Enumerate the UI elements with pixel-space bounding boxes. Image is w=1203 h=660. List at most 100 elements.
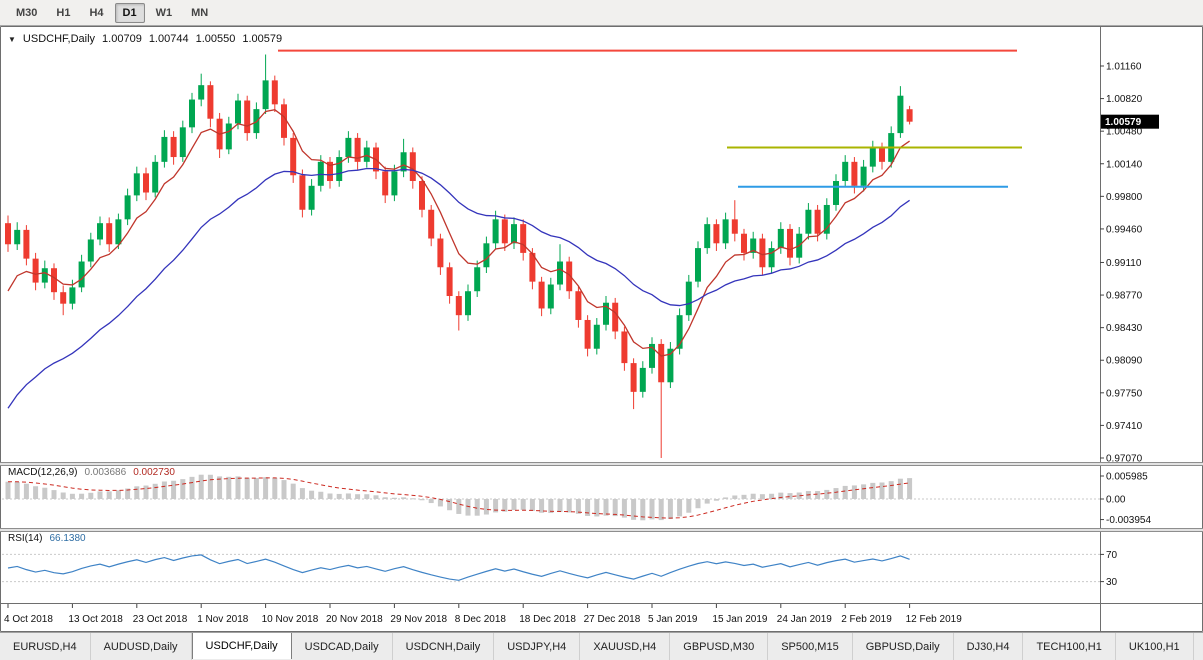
candle [419,176,425,218]
macd-histogram-bar [143,485,149,499]
rsi-name: RSI(14) [8,533,43,544]
timeframe-button-H4[interactable]: H4 [89,6,104,19]
candle [722,212,729,250]
chart-tab-usdjpy-h4[interactable]: USDJPY,H4 [494,633,581,660]
collapse-chart-icon[interactable]: ▼ [8,34,16,44]
chart-tab-usdcad-daily[interactable]: USDCAD,Daily [291,633,393,660]
y-axis-label: 1.00480 [1106,127,1143,138]
macd-histogram-bar [787,493,793,499]
macd-histogram-bar [897,478,903,499]
macd-axis-label: -0.003954 [1106,515,1151,526]
macd-histogram-bar [79,493,85,499]
candle [308,179,315,216]
candle [290,133,297,183]
candle [106,217,113,252]
timeframe-button-D1[interactable]: D1 [114,2,145,23]
candle [658,339,665,458]
chart-tab-uk100-h1[interactable]: UK100,H1 [1115,633,1194,660]
candle [750,231,757,259]
macd-histogram-bar [649,499,655,520]
candle [501,214,508,251]
candle [161,130,168,168]
candle [354,133,361,170]
macd-histogram-bar [336,493,342,499]
candle [768,241,775,274]
macd-histogram-bar [465,499,471,516]
candle [428,204,435,247]
y-axis-label: 0.97070 [1106,453,1143,464]
x-axis-label: 8 Dec 2018 [455,614,507,625]
panel-splitter[interactable] [0,528,1203,532]
chart-frame [0,26,1203,632]
chart-tab-sp500-m15[interactable]: SP500,M15 [768,633,853,660]
chart-tab-usdcnh-daily[interactable]: USDCNH,Daily [392,633,495,660]
ma-slow-line [7,167,910,409]
candle [612,297,619,340]
chart-tab-dj30-h4[interactable]: DJ30,H4 [953,633,1024,660]
chart-tab-gbpusd-daily[interactable]: GBPUSD,Daily [852,633,954,660]
candle [78,254,85,293]
date-axis[interactable]: 4 Oct 2018 13 Oct 2018 23 Oct 2018 1 Nov 20… [4,604,962,625]
candle [897,86,904,138]
chart-tab-xauusd-h4[interactable]: XAUUSD,H4 [580,633,671,660]
candle [731,200,738,242]
macd-histogram-bar [870,482,876,499]
chart-canvas[interactable]: 1.01160 1.00820 1.00480 1.00140 0.99800 0.994… [0,26,1203,632]
chart-tab-usdchf-daily[interactable]: USDCHF,Daily [191,633,292,659]
macd-histogram-bar [778,492,784,499]
macd-histogram-bar [272,477,278,499]
macd-histogram-bar [667,499,673,519]
chart-tab-eurusd-h4[interactable]: EURUSD,H4 [0,633,91,660]
candle [704,217,711,254]
macd-histogram-bar [382,497,388,499]
candle [60,285,67,316]
timeframe-button-MN[interactable]: MN [191,6,209,19]
macd-histogram-bar [401,497,407,499]
macd-histogram-bar [290,483,296,499]
macd-histogram-bar [658,499,664,521]
timeframe-button-H1[interactable]: H1 [56,6,71,19]
macd-histogram-bar [483,499,489,515]
macd-histogram-bar [253,478,259,499]
macd-histogram-bar [189,476,195,499]
macd-histogram-bar [529,499,535,511]
x-axis-label: 1 Nov 2018 [197,614,249,625]
macd-histogram-bar [134,486,140,499]
y-axis-label: 1.01160 [1106,62,1142,73]
candle [538,276,545,317]
macd-histogram-bar [5,481,11,499]
macd-histogram-bar [171,480,177,499]
candle [271,75,278,113]
macd-histogram-bar [217,476,223,499]
price-axis[interactable]: 1.01160 1.00820 1.00480 1.00140 0.99800 0.994… [1100,62,1151,589]
macd-histogram-bar [198,474,204,499]
chart-tab-gbpusd-m30[interactable]: GBPUSD,M30 [670,633,769,660]
panel-splitter[interactable] [0,462,1203,466]
y-axis-label: 0.97410 [1106,421,1143,432]
current-price-badge: 1.00579 [1101,114,1159,129]
candle [621,326,628,371]
macd-histogram-bar [23,483,29,499]
chart-tab-audusd-daily[interactable]: AUDUSD,Daily [90,633,192,660]
rsi-axis-label: 70 [1106,550,1118,561]
timeframe-button-M30[interactable]: M30 [16,6,38,19]
trendlines-layer[interactable] [278,49,1022,188]
x-axis-label: 10 Nov 2018 [262,614,319,625]
x-axis-label: 13 Oct 2018 [68,614,123,625]
macd-histogram-bar [612,499,618,517]
candle [400,138,407,178]
candle [566,256,573,299]
candle [805,203,812,240]
macd-histogram-bar [759,494,765,499]
candle [189,92,195,134]
chart-tab-tech100-h1[interactable]: TECH100,H1 [1023,633,1116,660]
candle [124,188,131,226]
macd-histogram-bar [842,485,848,499]
timeframe-button-W1[interactable]: W1 [155,6,173,19]
candle [299,169,306,218]
current-price-value: 1.00579 [1105,117,1142,128]
y-axis-label: 0.98430 [1106,323,1143,334]
candle [547,277,554,315]
macd-axis-label: 0.00 [1106,495,1126,506]
